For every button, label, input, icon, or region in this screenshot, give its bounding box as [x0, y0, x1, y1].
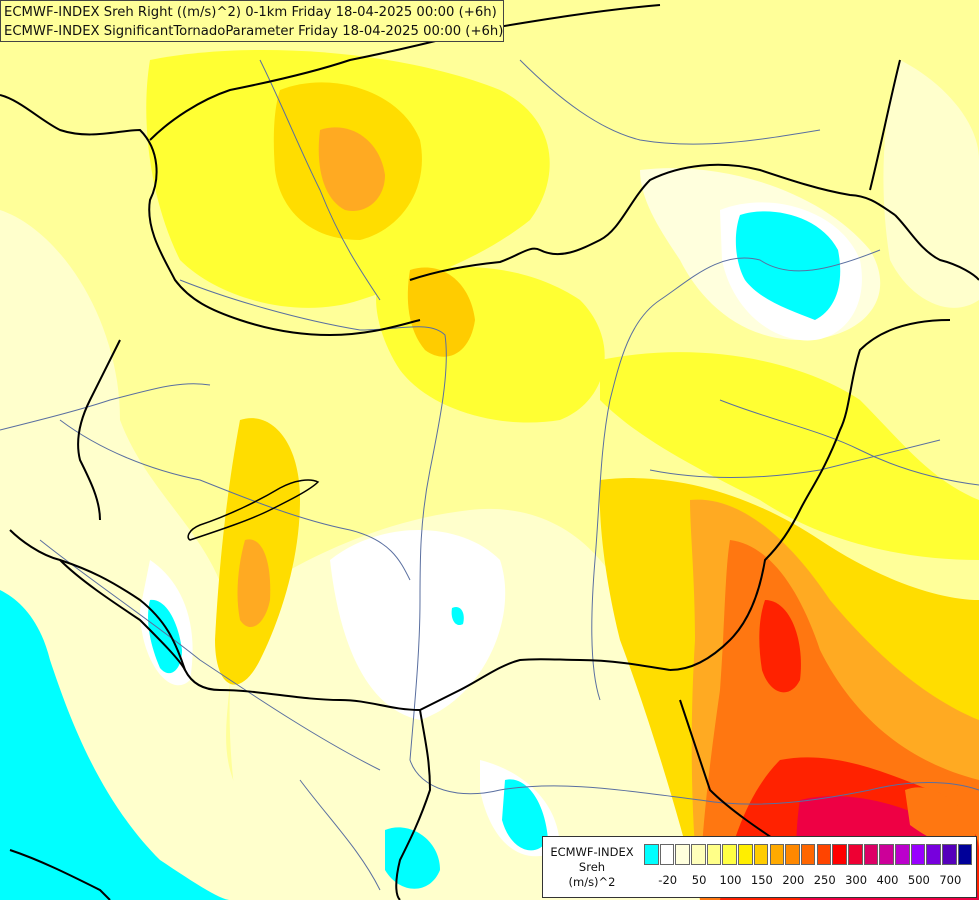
river-north	[259, 59, 381, 301]
border-croatia-bosnia	[59, 559, 186, 671]
legend-line-3: (m/s)^2	[568, 875, 616, 889]
color-legend: ECMWF-INDEX Sreh (m/s)^2 -20 50 100 150 200 2…	[542, 836, 977, 898]
cyan-area-bottom	[385, 827, 440, 889]
border-austria	[77, 339, 121, 521]
legend-swatch	[926, 844, 941, 865]
legend-swatch	[722, 844, 738, 865]
river-drava	[59, 419, 411, 581]
legend-swatch	[910, 844, 926, 865]
legend-swatch	[832, 844, 847, 865]
pale-area-southwest	[0, 210, 380, 900]
red-area-southeast-1	[759, 600, 801, 693]
cyan-area-south	[502, 779, 548, 851]
legend-swatch	[895, 844, 910, 865]
legend-swatch	[942, 844, 957, 865]
legend-swatch	[785, 844, 800, 865]
river-tisza	[591, 249, 881, 701]
legend-color-ramp	[644, 844, 973, 865]
legend-swatch	[863, 844, 879, 865]
border-south-coast	[9, 849, 111, 900]
title-line-2: ECMWF-INDEX SignificantTornadoParameter …	[4, 24, 504, 39]
border-north	[149, 4, 661, 141]
legend-swatch	[644, 844, 659, 865]
legend-tick-label: 200	[782, 873, 805, 887]
legend-swatch	[675, 844, 690, 865]
map-title-box: ECMWF-INDEX Sreh Right ((m/s)^2) 0-1km F…	[0, 0, 504, 42]
legend-line-1: ECMWF-INDEX	[550, 845, 634, 859]
border-northeast	[869, 59, 901, 191]
river-sava	[39, 539, 381, 771]
legend-swatch	[691, 844, 706, 865]
river-east	[719, 399, 979, 486]
legend-swatch	[816, 844, 832, 865]
border-serbia-bosnia	[395, 709, 432, 900]
legend-swatch	[957, 844, 973, 865]
orange-area-north	[318, 127, 385, 211]
cyan-area-northeast	[735, 211, 841, 320]
legend-tick-labels: -20 50 100 150 200 250 300 400 500 700	[644, 873, 974, 891]
river-mures	[649, 439, 941, 478]
border-hungary-croatia	[9, 529, 421, 711]
legend-tick-label: -20	[658, 873, 678, 887]
orange-band-sw	[237, 539, 271, 628]
gold-area-center	[407, 267, 475, 357]
legend-swatch	[847, 844, 863, 865]
river-danube	[179, 279, 979, 805]
negative-value-areas	[0, 211, 841, 900]
border-hungary-romania	[669, 319, 951, 671]
river-northeast	[519, 59, 821, 145]
border-slovakia-hungary	[409, 163, 896, 281]
legend-tick-label: 400	[876, 873, 899, 887]
border-hungary-serbia	[419, 658, 671, 711]
legend-swatch	[659, 844, 675, 865]
moderate-value-areas	[146, 50, 979, 900]
legend-line-2: Sreh	[578, 860, 606, 874]
title-line-1: ECMWF-INDEX Sreh Right ((m/s)^2) 0-1km F…	[4, 5, 497, 20]
legend-tick-label: 500	[907, 873, 930, 887]
legend-swatch	[753, 844, 769, 865]
border-north-west	[0, 94, 421, 337]
cyan-area-west	[0, 590, 230, 900]
yellow-area-east	[600, 352, 979, 560]
river-west	[0, 383, 211, 431]
legend-tick-label: 100	[719, 873, 742, 887]
legend-swatch	[769, 844, 785, 865]
pale-area-east	[883, 60, 979, 308]
legend-caption: ECMWF-INDEX Sreh (m/s)^2	[548, 845, 636, 890]
legend-tick-label: 700	[939, 873, 962, 887]
legend-swatch	[738, 844, 753, 865]
cyan-dot-center	[451, 606, 464, 626]
rivers	[0, 59, 979, 891]
legend-tick-label: 250	[813, 873, 836, 887]
white-area-center	[330, 530, 506, 720]
legend-tick-label: 150	[750, 873, 773, 887]
river-south	[299, 779, 381, 891]
border-east-romania	[894, 214, 979, 281]
lake-balaton	[187, 479, 320, 541]
legend-tick-label: 300	[845, 873, 868, 887]
legend-swatch	[706, 844, 722, 865]
legend-swatch	[879, 844, 894, 865]
legend-tick-label: 50	[691, 873, 707, 887]
legend-swatch	[800, 844, 816, 865]
